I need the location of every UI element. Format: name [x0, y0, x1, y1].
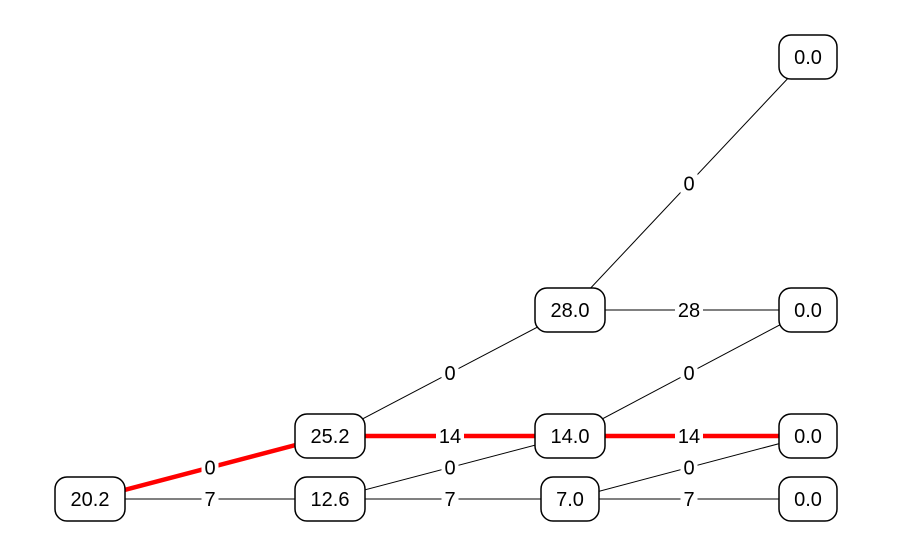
node-box — [778, 476, 838, 522]
node-box — [778, 287, 838, 333]
tree-node: 0.0 — [778, 413, 838, 459]
tree-node: 28.0 — [534, 287, 606, 333]
edge-label-background — [201, 456, 219, 479]
node-value: 25.2 — [311, 426, 350, 448]
node-value: 0.0 — [794, 489, 822, 511]
tree-node: 20.2 — [54, 476, 126, 522]
node-value: 7.0 — [556, 489, 584, 511]
edge-label: 7 — [444, 489, 455, 511]
node-box — [534, 413, 606, 459]
edge-label-background — [441, 362, 459, 384]
edge-label-background — [201, 488, 219, 510]
edge-label: 0 — [444, 458, 455, 480]
node-box — [540, 476, 600, 522]
nodes-layer: 20.2 25.2 12.6 28.0 14.0 7.0 0.0 0.0 0.0 0.0 — [54, 34, 838, 522]
edge-label: 0 — [204, 458, 215, 480]
edge-label-background — [680, 488, 698, 510]
node-value: 0.0 — [794, 47, 822, 69]
edge-label: 14 — [678, 426, 700, 448]
edge-labels-layer: 0 7 0 14 0 7 0 28 0 14 0 7 — [201, 172, 703, 511]
node-value: 20.2 — [71, 489, 110, 511]
edge-label: 28 — [678, 300, 700, 322]
edge-label-background — [680, 172, 698, 195]
tree-node: 12.6 — [294, 476, 366, 522]
edge-label: 7 — [204, 489, 215, 511]
edge-label-background — [436, 425, 464, 447]
edge-label-background — [441, 456, 459, 479]
node-box — [534, 287, 606, 333]
edge-label: 0 — [683, 363, 694, 385]
node-value: 0.0 — [794, 426, 822, 448]
edge-label-background — [675, 425, 703, 447]
node-box — [778, 34, 838, 80]
node-box — [54, 476, 126, 522]
tree-node: 0.0 — [778, 287, 838, 333]
tree-node: 0.0 — [778, 34, 838, 80]
node-box — [778, 413, 838, 459]
edge-label: 0 — [683, 174, 694, 196]
node-value: 28.0 — [551, 300, 590, 322]
tree-node: 25.2 — [294, 413, 366, 459]
edge-label: 14 — [439, 426, 461, 448]
edge-label-background — [680, 362, 698, 384]
tree-node: 7.0 — [540, 476, 600, 522]
node-value: 12.6 — [311, 489, 350, 511]
node-value: 0.0 — [794, 300, 822, 322]
edge-label-background — [680, 456, 698, 479]
node-value: 14.0 — [551, 426, 590, 448]
tree-node: 0.0 — [778, 476, 838, 522]
tree-node: 14.0 — [534, 413, 606, 459]
edge-label: 7 — [683, 489, 694, 511]
node-box — [294, 476, 366, 522]
node-box — [294, 413, 366, 459]
edge-label: 0 — [683, 458, 694, 480]
edge-label-background — [675, 299, 703, 321]
edge-label-background — [441, 488, 459, 510]
edge-label: 0 — [444, 363, 455, 385]
